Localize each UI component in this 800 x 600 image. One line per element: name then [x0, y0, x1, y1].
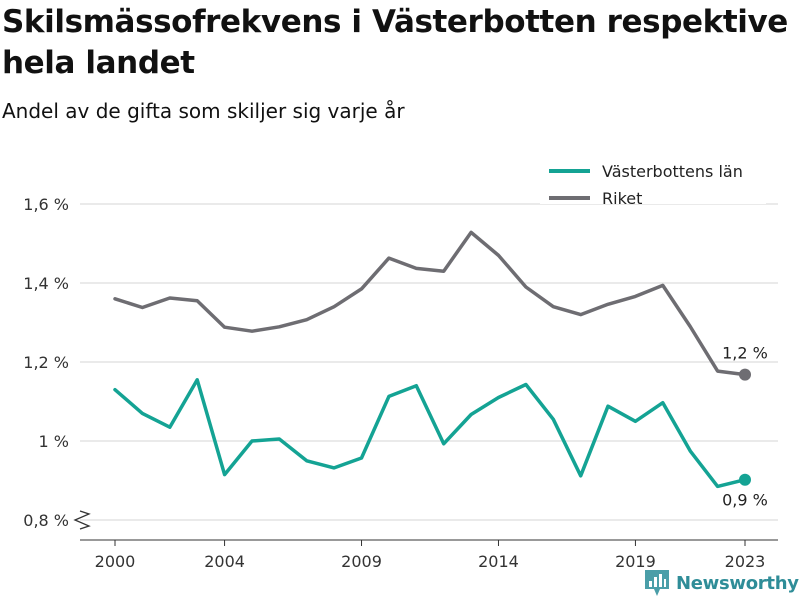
y-tick-label: 1,6 %	[23, 195, 69, 214]
axis-break-icon	[73, 510, 91, 530]
y-tick-label: 0,8 %	[23, 511, 69, 530]
x-tick-label: 2023	[725, 552, 766, 571]
series-end-point	[739, 368, 751, 381]
newsworthy-logo-icon	[645, 570, 669, 596]
series-line	[113, 378, 747, 489]
brand-name: Newsworthy	[676, 572, 799, 594]
brand-logo: Newsworthy	[644, 568, 799, 598]
series-end-label: 1,2 %	[722, 344, 768, 363]
x-tick-label: 2000	[95, 552, 136, 571]
y-tick-label: 1 %	[39, 432, 69, 451]
series-end-label: 0,9 %	[722, 491, 768, 510]
series-line	[113, 230, 747, 377]
y-tick-label: 1,4 %	[23, 274, 69, 293]
x-tick-label: 2004	[204, 552, 245, 571]
legend-label: Riket	[602, 189, 642, 208]
chart-subtitle: Andel av de gifta som skiljer sig varje …	[2, 99, 405, 123]
legend-label: Västerbottens län	[602, 162, 743, 181]
legend-box	[540, 154, 766, 204]
series-end-point	[739, 473, 751, 486]
chart-title: Skilsmässofrekvens i Västerbotten respek…	[2, 4, 788, 81]
y-tick-label: 1,2 %	[23, 353, 69, 372]
x-tick-label: 2019	[615, 552, 656, 571]
x-tick-label: 2009	[341, 552, 382, 571]
x-tick-label: 2014	[478, 552, 519, 571]
